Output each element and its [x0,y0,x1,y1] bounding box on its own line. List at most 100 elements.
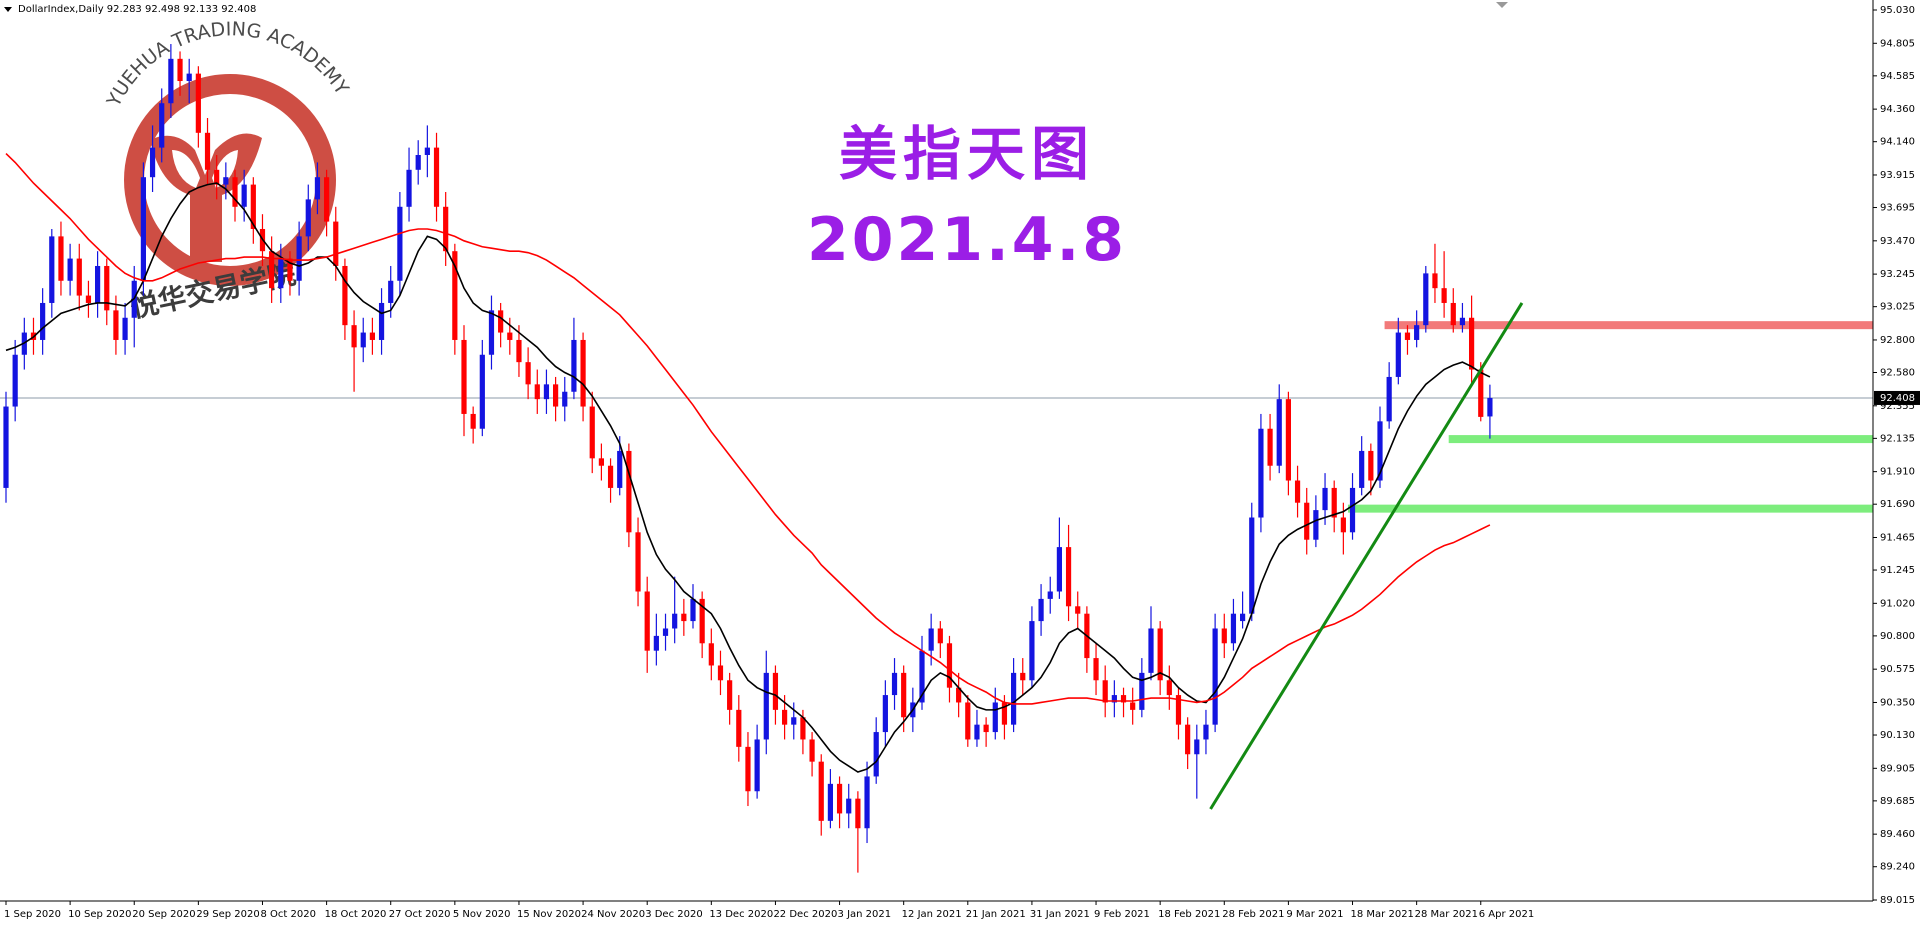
candle-body [1111,695,1117,703]
candle-body [305,199,311,237]
candle-body [95,265,101,303]
y-tick-label: 93.470 [1880,236,1915,247]
candle-body [1175,695,1182,725]
y-tick-label: 91.245 [1880,565,1915,576]
x-tick-label: 29 Sep 2020 [196,909,259,920]
candle-body [1258,428,1264,518]
candle-body [635,532,641,592]
candle-body [360,332,366,348]
candle-body [589,406,595,459]
y-tick-label: 91.910 [1880,467,1915,478]
candle-body [1075,606,1081,614]
candle-body [223,177,229,185]
y-tick-label: 89.685 [1880,796,1915,807]
candle-body [287,258,293,281]
candle-body [983,724,989,733]
candle-body [827,783,833,821]
candle-body [1368,450,1374,481]
candle-body [433,147,440,207]
candle-body [644,591,650,651]
chart-title: 美指天图 [839,120,1095,188]
candle-body [113,310,119,340]
candle-body [580,339,586,407]
candle-body [1001,702,1008,725]
candle-body [571,339,577,392]
y-tick-label: 90.350 [1880,697,1915,708]
candle-body [58,236,64,281]
x-tick-label: 15 Nov 2020 [517,909,581,920]
candle-body [40,302,46,340]
candle-body [846,798,852,814]
candle-body [598,458,604,466]
candle-body [1230,613,1237,644]
candle-body [351,325,357,348]
candle-body [122,317,128,340]
candle-body [177,58,183,82]
candle-body [241,184,247,207]
x-tick-label: 18 Mar 2021 [1351,909,1414,920]
candle-body [397,206,403,281]
candle-body [965,702,971,740]
x-tick-label: 13 Dec 2020 [709,909,773,920]
x-tick-label: 28 Feb 2021 [1222,909,1284,920]
candle-body [873,732,879,777]
candle-body [214,169,220,185]
candle-body [1450,302,1456,326]
x-tick-label: 31 Jan 2021 [1030,909,1090,920]
candle-body [1294,480,1301,503]
candle-body [690,598,696,622]
candle-body [1487,397,1493,417]
candle-body [49,236,55,303]
candle-body [1395,332,1401,377]
candle-body [1386,376,1392,422]
x-tick-label: 27 Oct 2020 [389,909,451,920]
candle-body [498,310,504,333]
candle-body [1221,628,1227,644]
candle-body [415,155,421,170]
candle-body [534,384,540,400]
candle-body [149,147,156,178]
candle-body [516,339,522,363]
candle-body [1285,399,1291,481]
candle-body [369,332,375,340]
candle-body [1056,547,1062,592]
candle-body [333,221,339,266]
candle-body [882,695,888,733]
candle-body [662,628,669,636]
candle-body [818,761,824,821]
candle-body [956,687,962,703]
x-tick-label: 28 Mar 2021 [1415,909,1478,920]
candle-body [1139,672,1145,710]
candle-body [479,354,485,429]
candle-body [1432,273,1438,289]
x-tick-label: 21 Jan 2021 [966,909,1026,920]
y-tick-label: 93.025 [1880,302,1915,313]
candle-body [507,332,513,340]
candle-body [525,362,531,385]
candle-body [1276,399,1282,466]
candle-body [1331,487,1337,518]
candle-body [543,384,550,400]
candle-body [104,265,110,311]
candle-body [67,258,73,281]
last-price-label: 92.408 [1880,393,1915,404]
candle-body [424,147,430,156]
candle-body [1469,317,1475,370]
candle-body [1157,628,1163,681]
candle-body [836,783,843,814]
candle-body [1102,680,1108,703]
candle-body [928,628,934,651]
level-zone [1347,504,1873,513]
candle-body [452,251,458,340]
candle-body [672,613,678,629]
candle-body [1011,672,1017,725]
candle-body [626,450,632,533]
candle-body [1047,591,1053,599]
candle-body [1065,547,1072,607]
y-tick-label: 91.020 [1880,598,1915,609]
y-tick-label: 89.240 [1880,862,1915,873]
candle-body [378,302,385,340]
candle-body [324,177,330,222]
candle-body [1322,487,1328,511]
